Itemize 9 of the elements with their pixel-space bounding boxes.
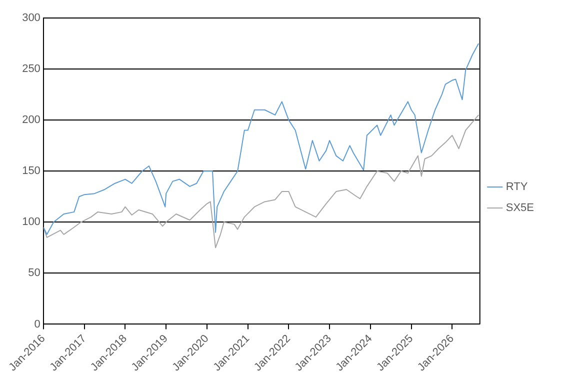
y-tick-label: 100 xyxy=(22,216,40,228)
y-tick-label: 150 xyxy=(22,165,40,178)
y-tick-label: 50 xyxy=(28,267,40,280)
y-tick-label: 250 xyxy=(22,63,40,76)
y-tick-label: 300 xyxy=(22,12,40,24)
legend-label: RTY xyxy=(506,181,528,194)
y-tick-label: 0 xyxy=(34,318,40,330)
y-tick-label: 200 xyxy=(22,114,40,126)
legend-label: SX5E xyxy=(506,202,534,214)
